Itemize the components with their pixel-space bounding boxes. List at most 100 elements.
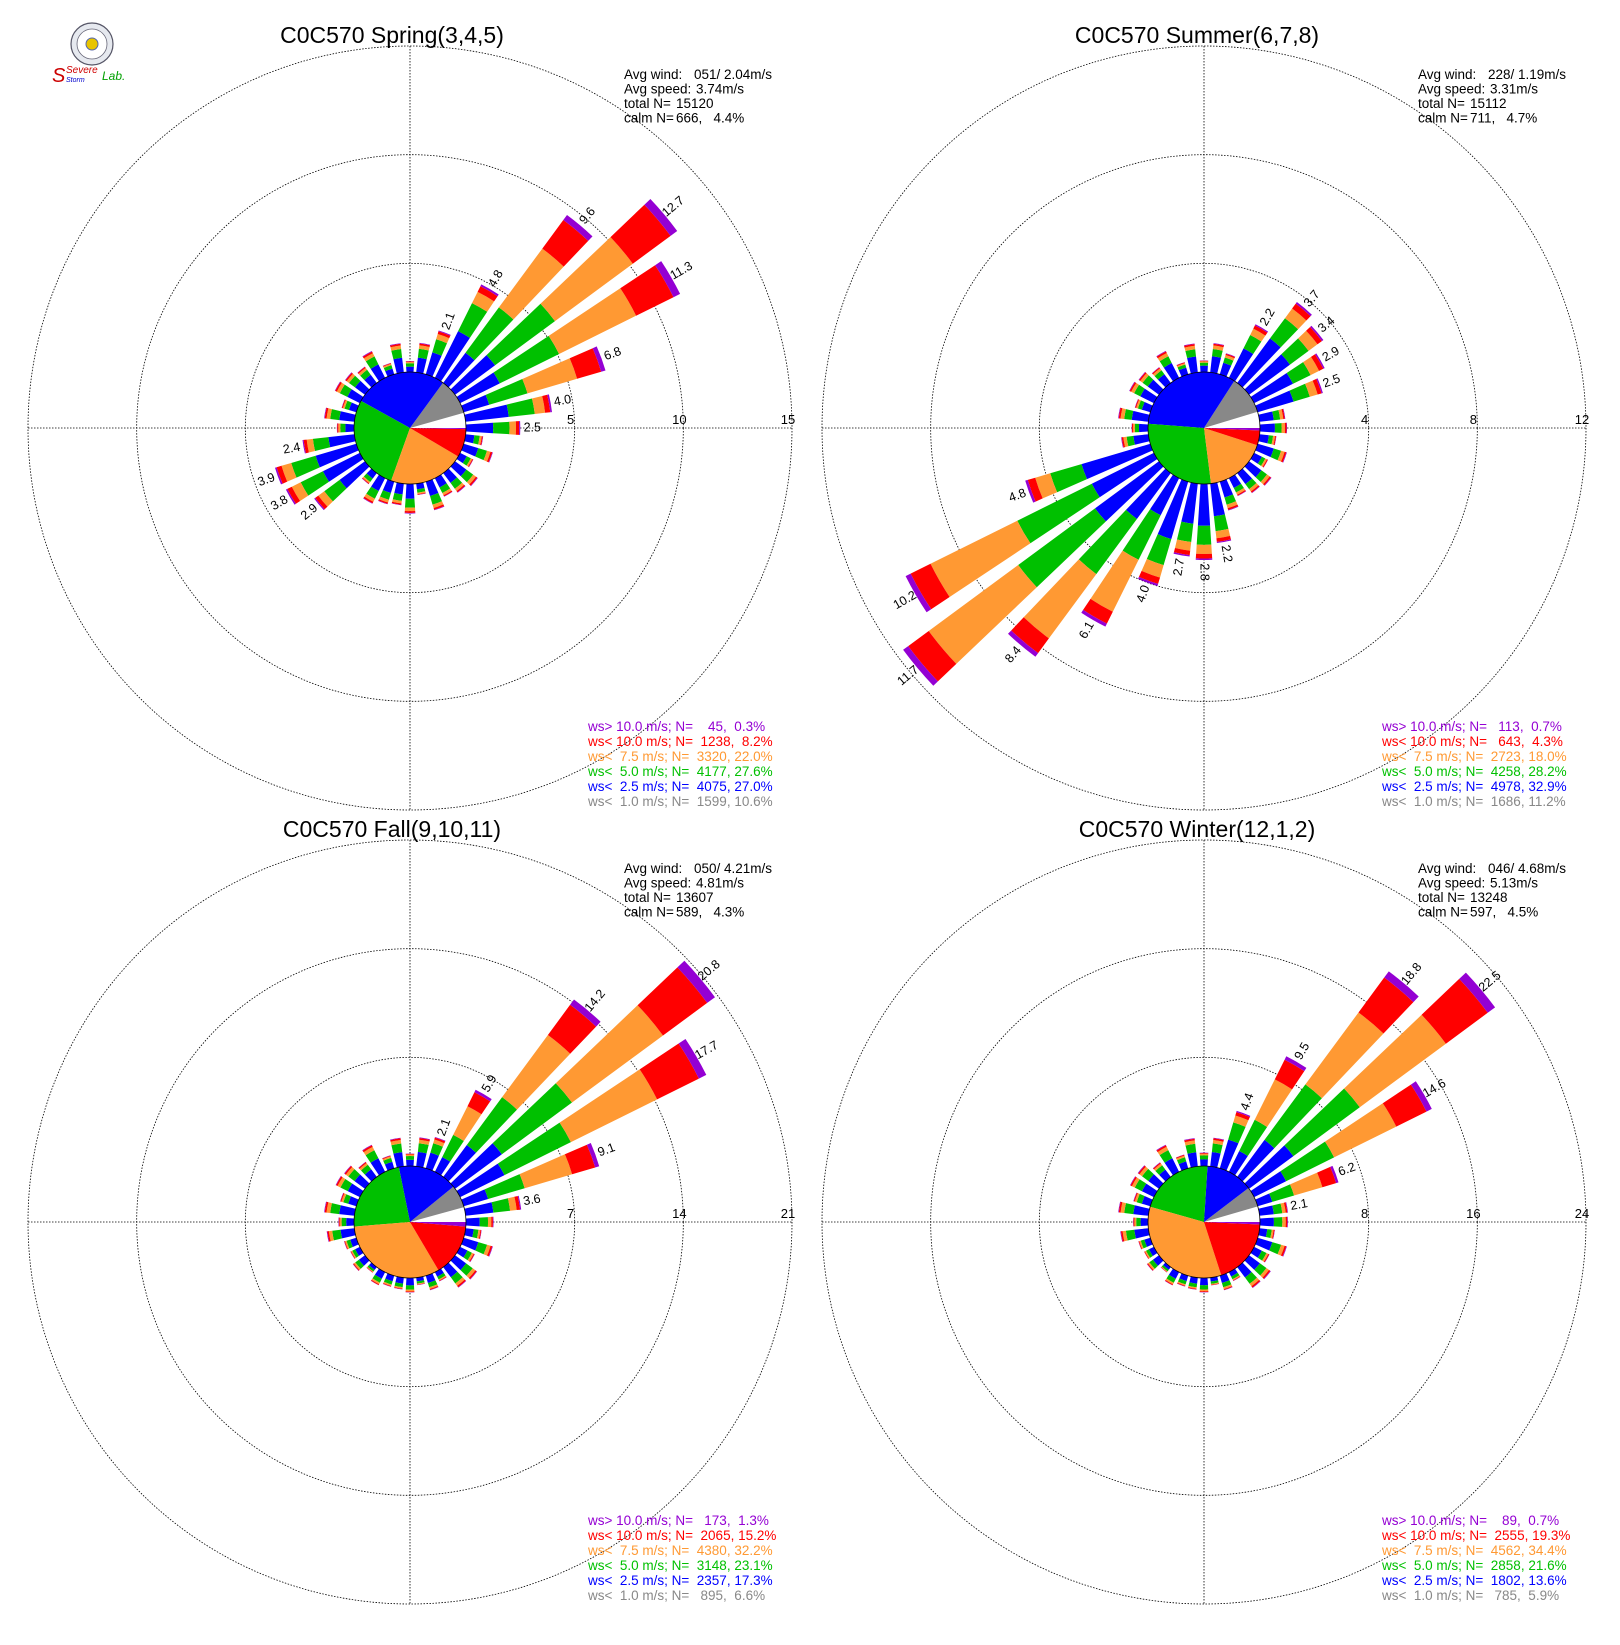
stat-label: Avg wind: [624, 861, 682, 876]
bar-segment [391, 1144, 402, 1154]
bar-segment [339, 1218, 340, 1227]
bar-value-label: 5.9 [479, 1072, 500, 1094]
bar-value-label: 2.5 [524, 420, 541, 434]
stat-value: 050/ 4.21m/s [694, 861, 772, 876]
bar-segment [1255, 1194, 1272, 1207]
stat-value: 046/ 4.68m/s [1488, 861, 1566, 876]
bar-segment [507, 399, 535, 417]
bar-segment [1187, 357, 1198, 374]
bar-segment [1133, 424, 1135, 433]
bar-segment [406, 363, 414, 366]
bar-segment [340, 1218, 342, 1227]
bar-segment [1258, 434, 1269, 443]
bar-segment [1272, 1204, 1282, 1215]
bar-segment [1258, 1206, 1273, 1216]
bar-value-label: 9.1 [596, 1140, 617, 1159]
bar-value-label: 2.2 [1257, 306, 1278, 328]
stat-label: calm N= [624, 111, 674, 126]
ring-label: 24 [1575, 1206, 1589, 1221]
bar-segment [1214, 514, 1229, 531]
stat-label: Avg wind: [1418, 861, 1476, 876]
bar-segment [340, 424, 345, 433]
bar-value-label: 2.5 [1321, 371, 1342, 390]
bar-segment [1255, 1238, 1272, 1251]
bar-segment [1200, 1285, 1208, 1289]
bar-segment [1132, 424, 1133, 433]
bar-value-label: 9.5 [1291, 1040, 1312, 1062]
bar-segment [492, 1198, 511, 1212]
bar-segment [1177, 522, 1193, 542]
bar-segment [406, 1156, 414, 1160]
bar-segment [406, 362, 414, 363]
bar-segment [330, 409, 341, 420]
ring-label: 8 [1470, 412, 1477, 427]
bar-value-label: 2.9 [1320, 344, 1342, 365]
bar-segment [406, 367, 414, 373]
legend-entry: ws< 7.5 m/s; N= 3320, 22.0% [587, 749, 773, 764]
bar-segment [1133, 1205, 1149, 1216]
bar-segment [488, 1217, 491, 1227]
bar-segment [405, 511, 416, 513]
stat-value: 597, 4.5% [1470, 905, 1538, 920]
chart-title: C0C570 Spring(3,4,5) [280, 22, 504, 48]
bar-value-label: 8.4 [1002, 643, 1024, 665]
logo-text-severe: Severe [66, 65, 98, 76]
bar-segment [1200, 1154, 1209, 1156]
bar-value-label: 3.8 [268, 492, 290, 513]
legend-entry: ws< 1.0 m/s; N= 895, 6.6% [587, 1588, 765, 1603]
bar-segment [426, 479, 439, 496]
bar-segment [418, 1143, 429, 1153]
bar-segment [339, 411, 355, 422]
bar-segment [330, 1203, 341, 1214]
bar-segment [1135, 424, 1139, 433]
stat-value: 666, 4.4% [676, 111, 744, 126]
bar-value-label: 2.1 [439, 310, 458, 331]
ring-label: 15 [781, 412, 795, 427]
bar-value-label: 6.1 [1076, 619, 1097, 641]
legend-entry: ws< 1.0 m/s; N= 1686, 11.2% [1381, 794, 1566, 809]
legend-entry: ws> 10.0 m/s; N= 45, 0.3% [587, 719, 765, 734]
bar-segment [1186, 1144, 1197, 1154]
bar-value-label: 3.4 [1315, 313, 1337, 335]
bar-segment [461, 444, 478, 457]
bar-segment [1139, 424, 1148, 432]
bar-segment [1200, 1278, 1208, 1285]
stat-value: 13248 [1470, 890, 1508, 905]
bar-segment [1197, 526, 1212, 545]
bar-segment [406, 1290, 415, 1292]
chart-title: C0C570 Fall(9,10,11) [283, 816, 501, 842]
bar-segment [406, 1285, 414, 1289]
legend-entry: ws< 10.0 m/s; N= 643, 4.3% [1381, 734, 1563, 749]
bar-segment [1132, 411, 1150, 422]
bar-segment [345, 424, 354, 432]
bar-segment [509, 421, 516, 434]
bar-segment [1147, 534, 1172, 565]
bar-segment [1275, 423, 1282, 433]
legend-entry: ws< 10.0 m/s; N= 2065, 15.2% [587, 1528, 776, 1543]
ring-label: 7 [567, 1206, 574, 1221]
bar-value-label: 3.9 [256, 470, 277, 489]
bar-segment [464, 434, 474, 443]
ring-label: 21 [781, 1206, 795, 1221]
ring-label: 12 [1575, 412, 1589, 427]
bar-segment [1200, 363, 1208, 366]
chart-title: C0C570 Summer(6,7,8) [1075, 22, 1319, 48]
bar-segment [1200, 1291, 1209, 1292]
bar-value-label: 4.0 [553, 392, 573, 409]
legend-entry: ws< 10.0 m/s; N= 1238, 8.2% [587, 734, 773, 749]
bar-segment [1136, 1218, 1141, 1227]
bar-segment [346, 1218, 354, 1226]
bar-segment [1260, 424, 1275, 433]
bar-segment [394, 482, 404, 494]
bar-segment [1285, 423, 1287, 433]
bar-segment [406, 1160, 414, 1166]
bar-segment [466, 1218, 480, 1227]
legend-entry: ws< 5.0 m/s; N= 2858, 21.6% [1381, 1558, 1567, 1573]
ring-label: 14 [672, 1206, 686, 1221]
stat-label: total N= [624, 96, 671, 111]
bar-segment [337, 423, 338, 432]
stat-label: Avg wind: [1418, 67, 1476, 82]
bar-value-label: 2.7 [1170, 557, 1187, 577]
